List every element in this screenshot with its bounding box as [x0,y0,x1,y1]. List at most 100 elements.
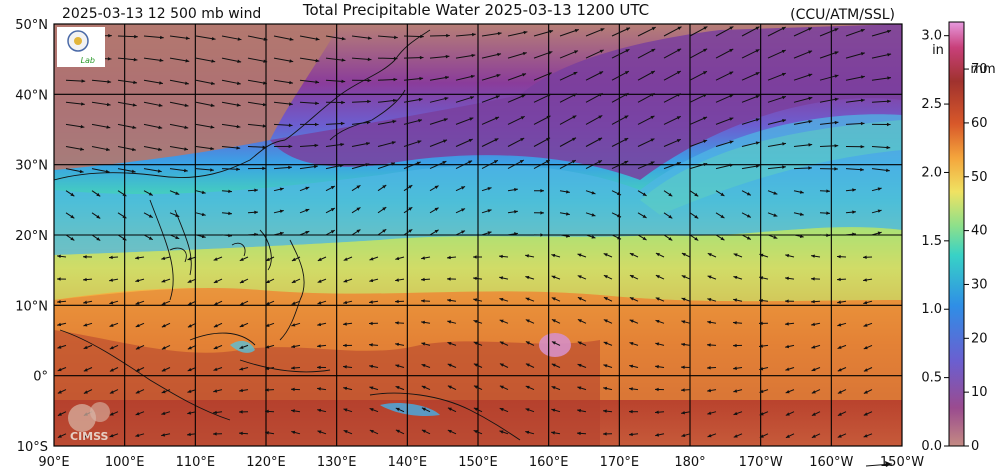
wind-arrowhead [80,124,85,129]
wind-arrowhead [487,209,492,213]
wind-arrowhead [655,253,660,257]
logo-text: Lab [81,56,95,65]
wind-arrowhead [655,342,660,346]
wind-arrowhead [707,298,712,302]
wind-arrowhead [808,50,813,54]
wind-arrowhead [443,118,448,122]
wind-arrowhead [863,368,868,372]
wind-arrowhead [291,344,296,349]
wind-arrowhead [184,147,188,151]
mm-tick-label: 50 [971,170,988,185]
wind-arrowhead [201,190,206,194]
wind-arrowhead [547,94,552,98]
wind-arrowhead [852,188,856,192]
wind-arrowhead [81,79,86,83]
wind-arrowhead [187,324,192,328]
wind-arrowhead [703,162,708,167]
wind-arrowhead [421,299,425,303]
wind-arrowhead [473,385,478,389]
wind-arrowhead [547,72,552,76]
wind-arrowhead [755,141,760,145]
wind-arrowhead [148,236,153,240]
longitude-label: 150°E [458,455,498,470]
wind-arrowhead [317,279,322,283]
wind-arrowhead [852,232,856,236]
wind-arrowhead [317,257,322,261]
wind-arrowhead [106,102,111,107]
longitude-label: 170°E [600,455,640,470]
wind-arrowhead [317,430,322,434]
wind-arrowhead [343,300,348,305]
wind-arrowhead [860,121,865,126]
wind-arrowhead [837,390,842,394]
wind-arrowhead [499,276,504,280]
wind-arrowhead [551,297,556,301]
wind-arrowhead [447,407,452,411]
wind-arrowhead [369,408,374,412]
wind-arrowhead [201,212,206,217]
wind-arrowhead [877,231,882,235]
wind-arrowhead [213,345,218,350]
wind-arrowhead [392,98,397,103]
wind-arrowhead [213,324,218,328]
wind-arrowhead [525,408,530,412]
wind-arrowhead [239,410,243,414]
latitude-labels: 50°N 40°N 30°N 20°N 10°N 0° 10°S [15,18,48,455]
wind-arrowhead [161,346,166,350]
wind-arrowhead [521,94,526,98]
wind-arrowhead [571,160,576,164]
wind-arrowhead [391,141,396,145]
wind-arrowhead [107,80,112,84]
wind-arrowhead [418,119,423,123]
wind-arrowhead [57,434,62,438]
wind-arrowhead [160,35,164,40]
wind-arrowhead [755,49,760,53]
wind-arrowhead [421,407,426,411]
wind-arrowhead [341,58,346,62]
wind-arrowhead [408,185,413,189]
longitude-label: 90°E [38,455,69,470]
wind-arrowhead [808,119,813,124]
wind-arrowhead [382,229,387,233]
wind-arrowhead [317,408,322,413]
wind-arrowhead [187,367,192,372]
wind-arrowhead [317,322,322,327]
wind-arrowhead [161,256,166,260]
wind-arrowhead [655,297,660,301]
wind-arrowhead [210,81,215,86]
wind-arrowhead [57,300,61,304]
wind-arrowhead [228,211,232,216]
wind-arrowhead [629,409,633,414]
wind-arrowhead [237,37,242,41]
wind-arrowhead [499,408,504,412]
wind-arrowhead [837,323,842,327]
wind-arrowhead [341,100,345,105]
wind-arrowhead [703,71,708,75]
inch-tick-label: 1.5 [921,234,942,249]
latitude-label: 0° [33,370,48,385]
wind-arrowhead [473,319,478,324]
wind-arrowhead [826,189,830,193]
wind-arrowhead [157,169,162,173]
wind-arrowhead [341,36,346,41]
wind-arrowhead [546,137,551,142]
wind-arrowhead [80,147,84,151]
wind-arrowhead [703,116,708,121]
wind-arrowhead [132,147,136,152]
wind-arrowhead [887,29,892,34]
wind-arrowhead [603,297,608,301]
wind-arrowhead [236,146,241,150]
wind-arrowhead [315,37,320,41]
wind-arrowhead [83,277,87,282]
wind-arrowhead [185,36,190,40]
wind-arrowhead [395,342,400,347]
wind-arrowhead [863,300,868,305]
wind-arrowhead [369,257,374,261]
wind-arrowhead [642,214,647,218]
wind-arrowhead [473,255,477,259]
wind-arrowhead [520,138,525,142]
wind-arrowhead [343,365,347,369]
wind-arrowhead [445,75,449,80]
wind-arrowhead [755,72,760,76]
wind-arrowhead [470,96,475,100]
